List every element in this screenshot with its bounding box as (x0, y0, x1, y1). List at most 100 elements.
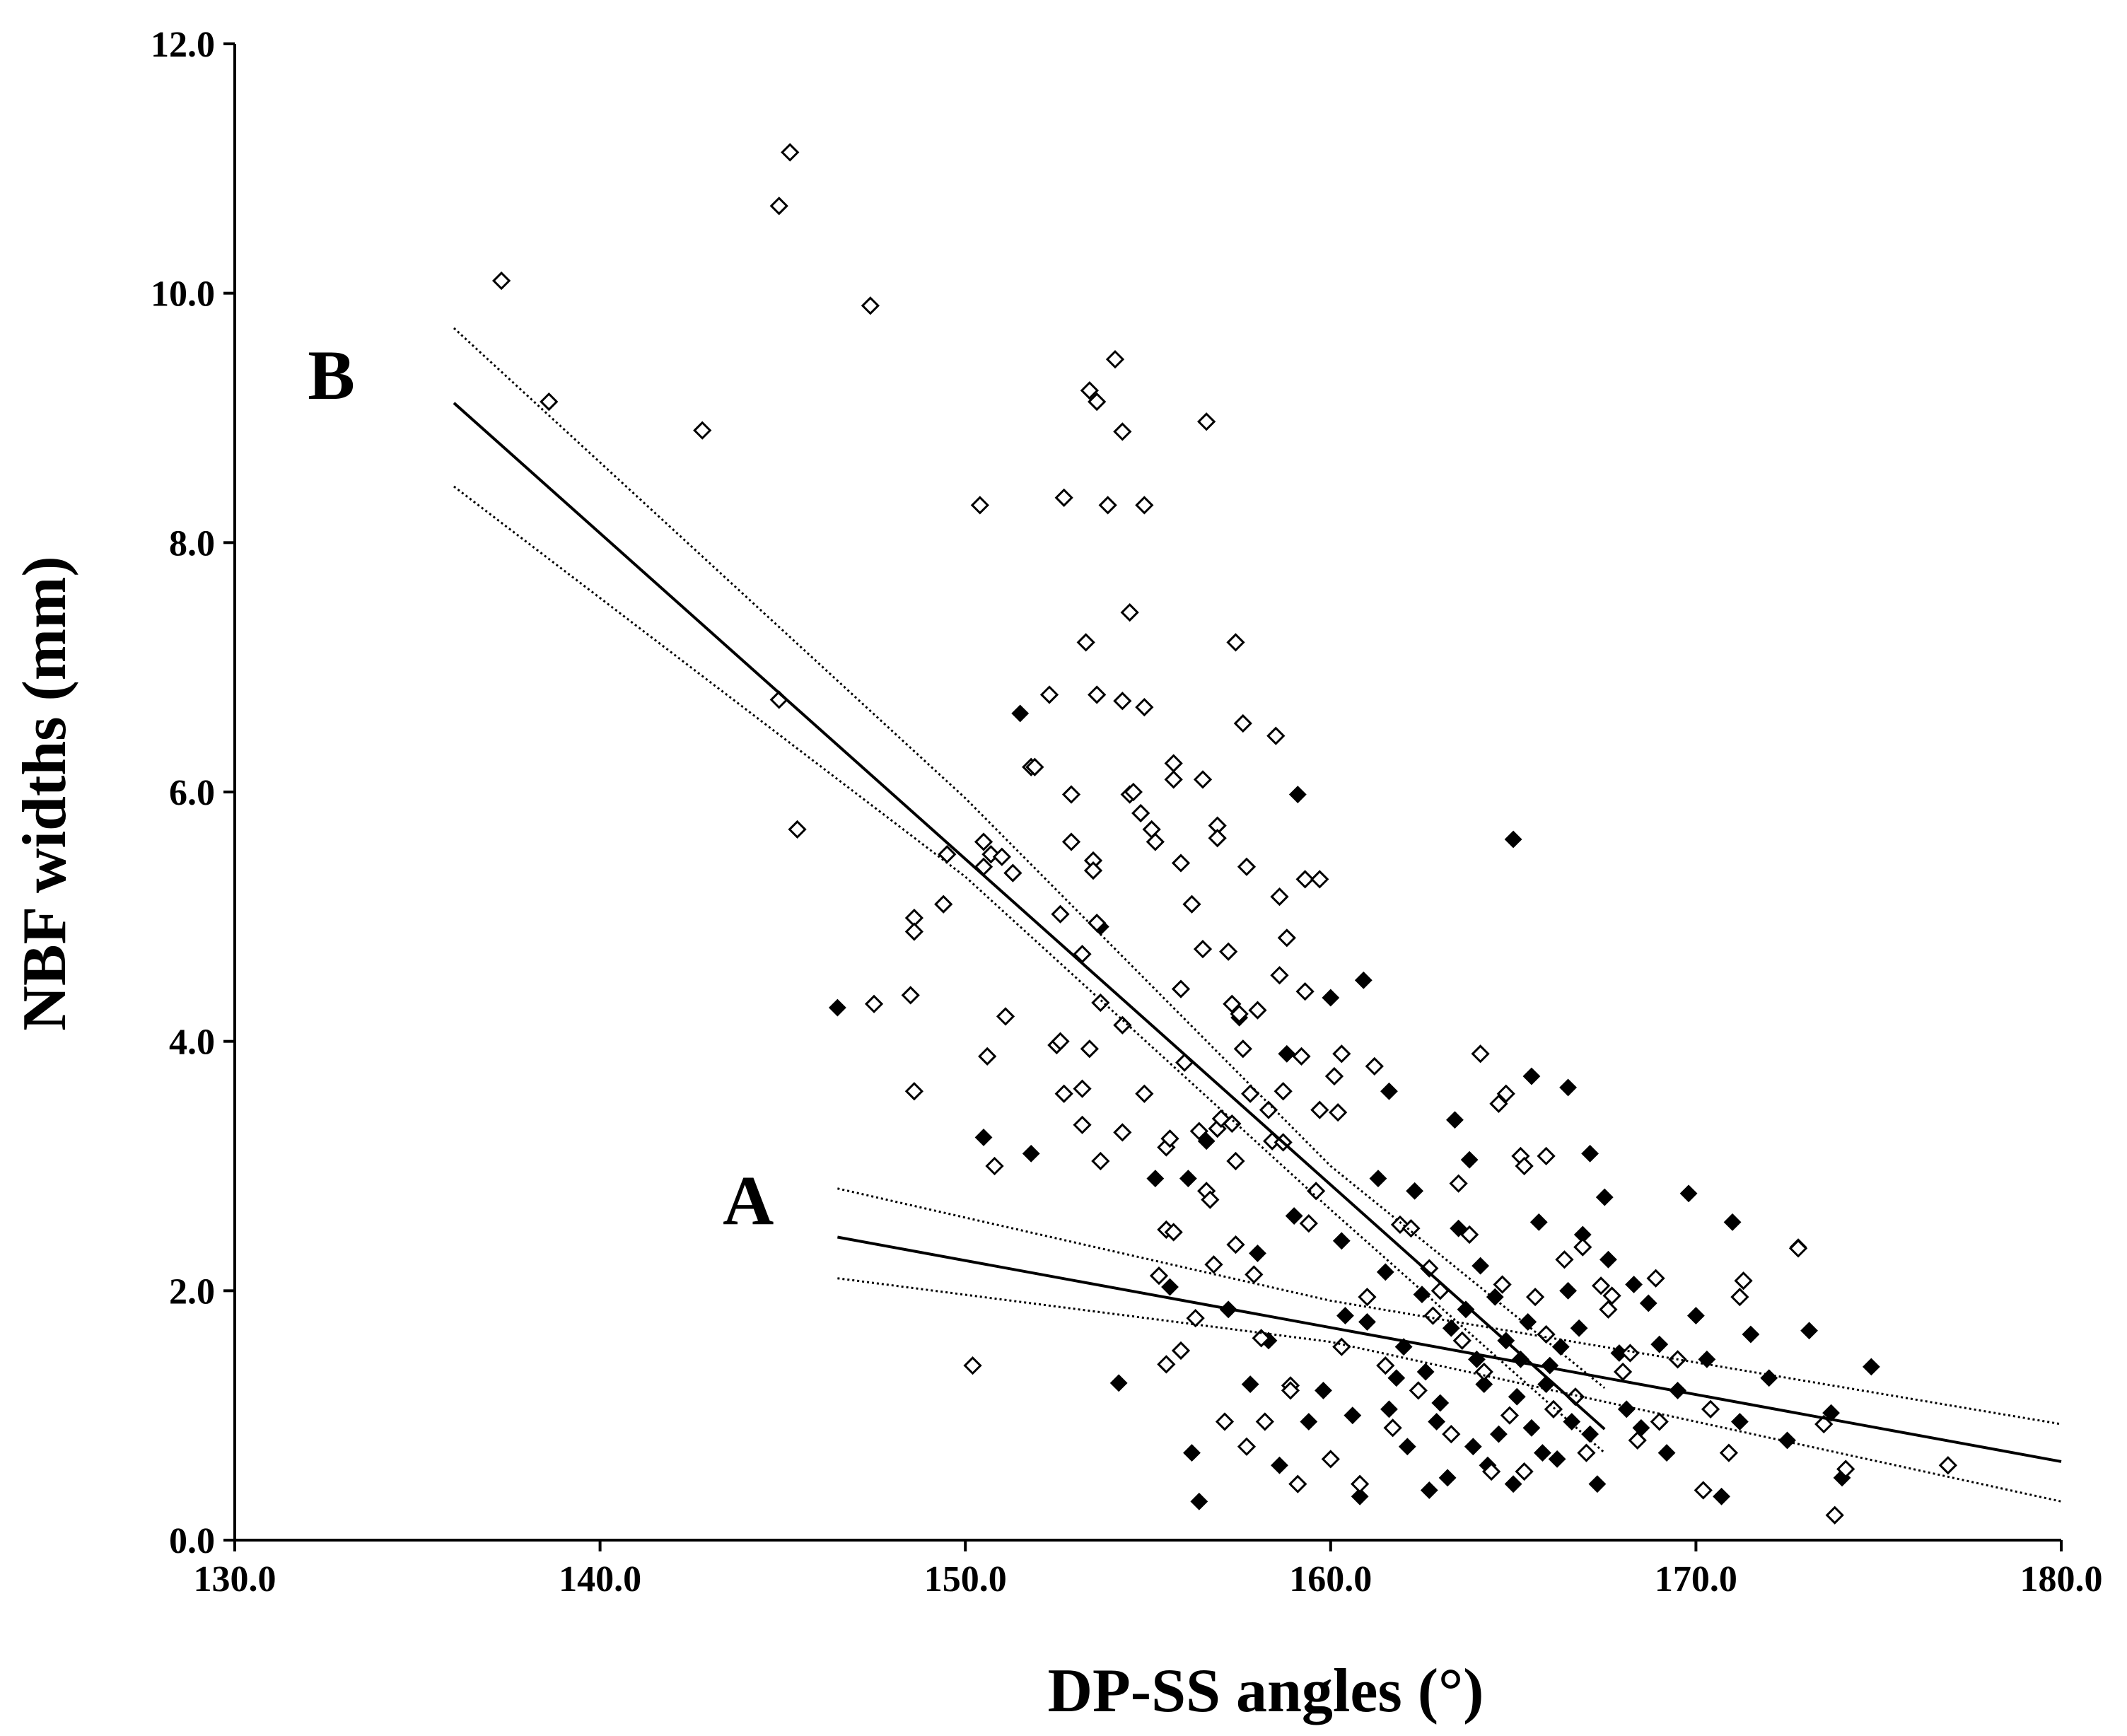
data-point-open (1252, 1329, 1271, 1348)
data-point-filled (1559, 1078, 1578, 1097)
data-point-open (1105, 350, 1125, 369)
data-point-open (1241, 1084, 1260, 1103)
data-point-open (985, 1156, 1004, 1176)
data-point-open (1299, 1213, 1318, 1233)
data-point-open (1376, 1356, 1395, 1375)
data-point-filled (1522, 1067, 1541, 1085)
data-point-filled (1446, 1111, 1464, 1129)
ci-upper-a (837, 1187, 2062, 1426)
x-tick-label: 130.0 (194, 1559, 276, 1600)
data-point-open (1113, 1123, 1132, 1142)
axes (233, 44, 2061, 1542)
data-point-open (1266, 726, 1286, 745)
data-point-filled (1358, 1313, 1376, 1331)
data-point-filled (1011, 704, 1030, 723)
data-point-filled (1288, 786, 1307, 803)
data-point-open (1083, 861, 1103, 880)
data-point-open (1076, 633, 1095, 652)
y-tick-label: 8.0 (169, 523, 215, 564)
data-point-open (1197, 412, 1216, 431)
data-point-filled (974, 1129, 993, 1146)
data-point-filled (1406, 1182, 1424, 1200)
data-point-filled (1285, 1207, 1303, 1225)
data-point-open (1080, 381, 1099, 400)
data-point-open (861, 296, 880, 315)
data-point-open (1525, 1288, 1545, 1307)
data-point-open (1088, 392, 1107, 412)
data-point-filled (1650, 1335, 1669, 1353)
data-point-open (1233, 713, 1252, 733)
data-point-filled (1109, 1374, 1128, 1392)
data-point-filled (1420, 1481, 1438, 1499)
regression-line-b (453, 402, 1606, 1431)
data-point-open (1131, 803, 1150, 823)
data-point-open (1409, 1381, 1428, 1400)
data-point-open (1270, 966, 1289, 985)
data-point-open (1496, 1084, 1515, 1103)
data-point-filled (1380, 1082, 1398, 1100)
y-tick-label: 2.0 (169, 1271, 215, 1312)
data-point-filled (1490, 1425, 1508, 1443)
y-axis-title: NBF widths (mm) (11, 556, 79, 1030)
y-tick-label: 12.0 (151, 25, 215, 65)
data-point-open (1226, 1151, 1245, 1171)
data-point-filled (1534, 1444, 1551, 1462)
data-point-open (1025, 757, 1044, 776)
y-tick-label: 0.0 (169, 1521, 215, 1561)
data-point-open (1481, 1462, 1501, 1481)
data-point-open (1365, 1056, 1384, 1076)
data-point-open (864, 994, 884, 1013)
data-point-open (781, 143, 800, 162)
data-point-filled (1431, 1394, 1450, 1412)
x-tick-label: 180.0 (2020, 1559, 2103, 1600)
data-point-open (1223, 994, 1242, 1013)
data-point-open (1146, 832, 1165, 851)
data-point-filled (1778, 1431, 1796, 1450)
data-point-filled (1581, 1425, 1599, 1443)
x-axis-title: DP-SS angles (°) (1048, 1657, 1484, 1725)
data-point-open (1098, 496, 1117, 515)
data-point-filled (1686, 1307, 1705, 1325)
data-point-filled (1475, 1375, 1493, 1393)
data-point-open (1471, 1044, 1490, 1064)
data-point-filled (1351, 1487, 1369, 1505)
data-point-open (1091, 1151, 1110, 1171)
data-point-open (1113, 1015, 1132, 1035)
data-point-filled (1508, 1387, 1526, 1406)
data-point-open (1223, 1114, 1242, 1134)
data-point-filled (1197, 1132, 1216, 1150)
data-point-open (1274, 1082, 1293, 1101)
data-point-open (1310, 1100, 1329, 1119)
data-point-open (1189, 1122, 1208, 1141)
data-point-open (1452, 1331, 1472, 1350)
data-point-open (1613, 1362, 1633, 1382)
data-point-filled (1742, 1325, 1760, 1344)
data-point-open (1646, 1269, 1665, 1288)
data-points (491, 143, 1957, 1525)
data-point-open (904, 1082, 924, 1101)
data-point-open (1307, 1182, 1326, 1201)
data-point-filled (1249, 1245, 1266, 1262)
data-point-open (1814, 1414, 1834, 1434)
data-point-open (1164, 1223, 1183, 1242)
data-point-filled (1271, 1456, 1288, 1474)
data-point-open (1573, 1237, 1592, 1257)
data-point-open (1051, 1032, 1070, 1051)
data-point-filled (1428, 1413, 1446, 1431)
data-point-filled (1599, 1250, 1617, 1269)
data-point-open (1113, 422, 1132, 441)
data-point-open (1088, 685, 1107, 704)
line-label-b: B (308, 336, 355, 414)
data-point-open (1054, 488, 1073, 507)
data-point-filled (1723, 1213, 1742, 1231)
data-point-filled (1394, 1338, 1413, 1356)
data-point-open (1237, 857, 1257, 876)
data-point-filled (1617, 1400, 1636, 1418)
data-point-filled (1512, 1350, 1529, 1368)
data-point-open (1602, 1286, 1621, 1305)
data-point-filled (1595, 1188, 1614, 1206)
data-point-open (1135, 1084, 1154, 1103)
data-point-filled (1760, 1369, 1778, 1387)
y-tick-label: 4.0 (169, 1023, 215, 1063)
data-point-open (1248, 1001, 1267, 1020)
